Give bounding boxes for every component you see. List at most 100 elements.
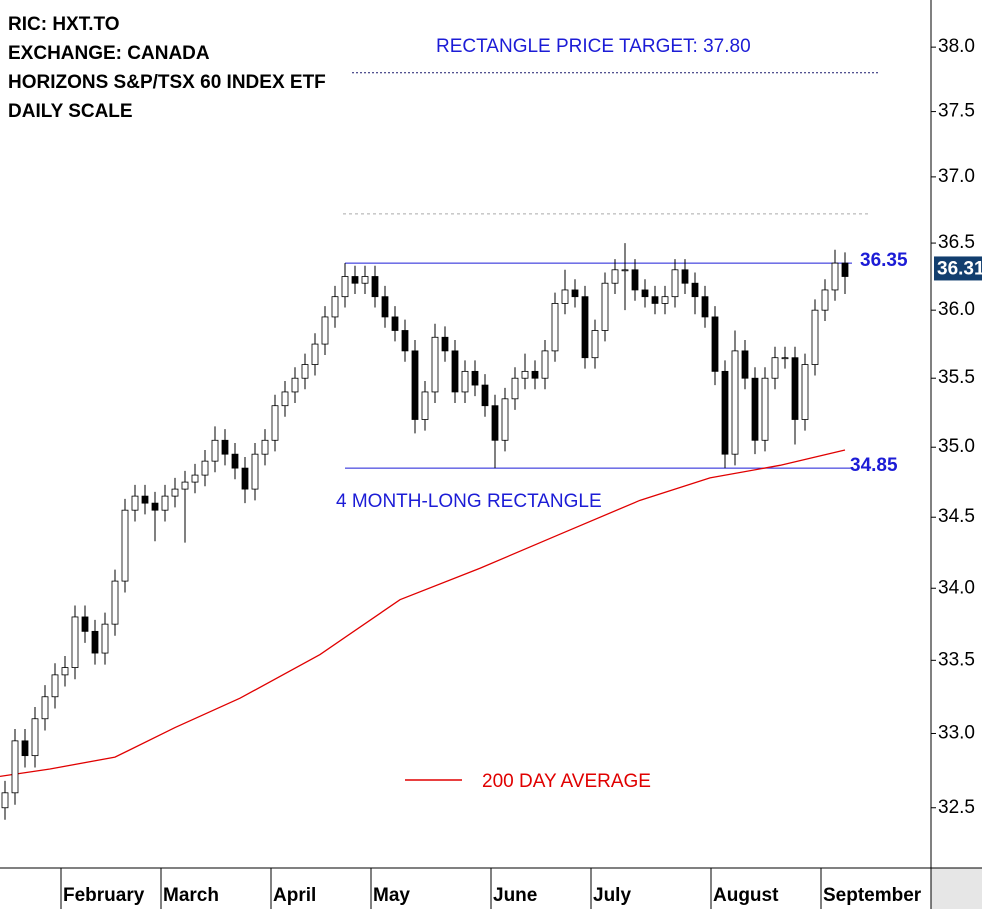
candle-body bbox=[591, 330, 599, 359]
candle-body bbox=[151, 502, 159, 511]
candle-body bbox=[221, 439, 229, 455]
x-tick-label: February bbox=[63, 885, 145, 906]
pattern-label: 4 MONTH-LONG RECTANGLE bbox=[336, 491, 602, 512]
x-tick-label: July bbox=[593, 885, 631, 906]
candle-body bbox=[271, 405, 279, 441]
candle-body bbox=[101, 623, 109, 654]
candle-body bbox=[461, 370, 469, 393]
candle-body bbox=[641, 289, 649, 298]
candle-body bbox=[691, 282, 699, 298]
candle-body bbox=[831, 262, 839, 291]
info-line: DAILY SCALE bbox=[8, 101, 133, 122]
candle-body bbox=[761, 377, 769, 441]
candle-body bbox=[51, 674, 59, 698]
candle-body bbox=[601, 282, 609, 331]
candle-body bbox=[341, 276, 349, 298]
candle-body bbox=[531, 370, 539, 379]
y-tick-label: 35.5 bbox=[938, 367, 975, 388]
candle-body bbox=[111, 580, 119, 625]
info-line: EXCHANGE: CANADA bbox=[8, 43, 210, 64]
candle-body bbox=[581, 296, 589, 359]
candle-body bbox=[421, 391, 429, 420]
candle-body bbox=[681, 269, 689, 284]
candle-body bbox=[41, 696, 49, 720]
candle-body bbox=[191, 474, 199, 483]
x-tick-label: September bbox=[823, 885, 922, 906]
candle-body bbox=[311, 343, 319, 365]
x-tick-label: June bbox=[493, 885, 537, 906]
candle-body bbox=[381, 296, 389, 318]
candle-body bbox=[331, 296, 339, 318]
x-tick-label: August bbox=[713, 885, 779, 906]
candle-body bbox=[231, 453, 239, 469]
x-tick-label: March bbox=[163, 885, 219, 906]
candle-body bbox=[281, 391, 289, 407]
candle-body bbox=[1, 792, 9, 809]
candle-body bbox=[781, 357, 789, 360]
candle-body bbox=[631, 269, 639, 291]
candle-body bbox=[551, 303, 559, 352]
candle-body bbox=[611, 269, 619, 284]
candle-body bbox=[141, 495, 149, 504]
candle-body bbox=[651, 296, 659, 304]
candle-body bbox=[481, 384, 489, 407]
y-tick-label: 32.5 bbox=[938, 797, 975, 818]
candle-body bbox=[351, 276, 359, 284]
y-tick-label: 37.5 bbox=[938, 101, 975, 122]
candle-body bbox=[71, 616, 79, 668]
info-line: HORIZONS S&P/TSX 60 INDEX ETF bbox=[8, 72, 326, 93]
candle-body bbox=[451, 350, 459, 393]
candle-body bbox=[261, 439, 269, 455]
candle-body bbox=[561, 289, 569, 304]
candle-body bbox=[701, 296, 709, 318]
y-tick-label: 35.0 bbox=[938, 436, 975, 457]
candle-body bbox=[661, 296, 669, 304]
candle-body bbox=[291, 377, 299, 393]
candle-body bbox=[251, 453, 259, 490]
candle-body bbox=[371, 276, 379, 298]
candle-body bbox=[161, 495, 169, 511]
candle-body bbox=[621, 269, 629, 272]
moving-average-line bbox=[0, 449, 846, 778]
candle-body bbox=[491, 405, 499, 441]
candle-body bbox=[791, 357, 799, 420]
candle-body bbox=[211, 439, 219, 462]
candle-body bbox=[751, 377, 759, 441]
candle-body bbox=[811, 309, 819, 365]
candle-body bbox=[771, 357, 779, 379]
y-tick-label: 33.5 bbox=[938, 649, 975, 670]
y-tick-label: 36.0 bbox=[938, 299, 975, 320]
candle-body bbox=[391, 316, 399, 331]
candle-body bbox=[441, 336, 449, 352]
y-tick-label: 38.0 bbox=[938, 36, 975, 57]
y-tick-label: 36.5 bbox=[938, 232, 975, 253]
candle-body bbox=[471, 370, 479, 386]
y-tick-label: 34.0 bbox=[938, 577, 975, 598]
candle-body bbox=[821, 289, 829, 311]
candle-body bbox=[511, 377, 519, 400]
candle-body bbox=[81, 616, 89, 632]
candle-body bbox=[91, 630, 99, 654]
candle-body bbox=[321, 316, 329, 345]
candle-body bbox=[541, 350, 549, 379]
candle-body bbox=[131, 495, 139, 511]
level-label: 34.85 bbox=[850, 455, 898, 476]
candle-body bbox=[171, 488, 179, 497]
candle-body bbox=[571, 289, 579, 298]
candle-body bbox=[361, 276, 369, 284]
target-label: RECTANGLE PRICE TARGET: 37.80 bbox=[436, 36, 751, 57]
legend-label: 200 DAY AVERAGE bbox=[482, 771, 651, 792]
candle-body bbox=[521, 370, 529, 379]
candle-body bbox=[121, 509, 129, 582]
candle-body bbox=[841, 262, 849, 277]
candle-body bbox=[31, 718, 39, 757]
candle-body bbox=[721, 370, 729, 455]
y-tick-label: 33.0 bbox=[938, 722, 975, 743]
y-tick-label: 34.5 bbox=[938, 506, 975, 527]
x-tick-label: May bbox=[373, 885, 410, 906]
candle-body bbox=[401, 330, 409, 352]
candle-body bbox=[431, 336, 439, 393]
y-tick-label: 37.0 bbox=[938, 166, 975, 187]
candle-body bbox=[411, 350, 419, 420]
